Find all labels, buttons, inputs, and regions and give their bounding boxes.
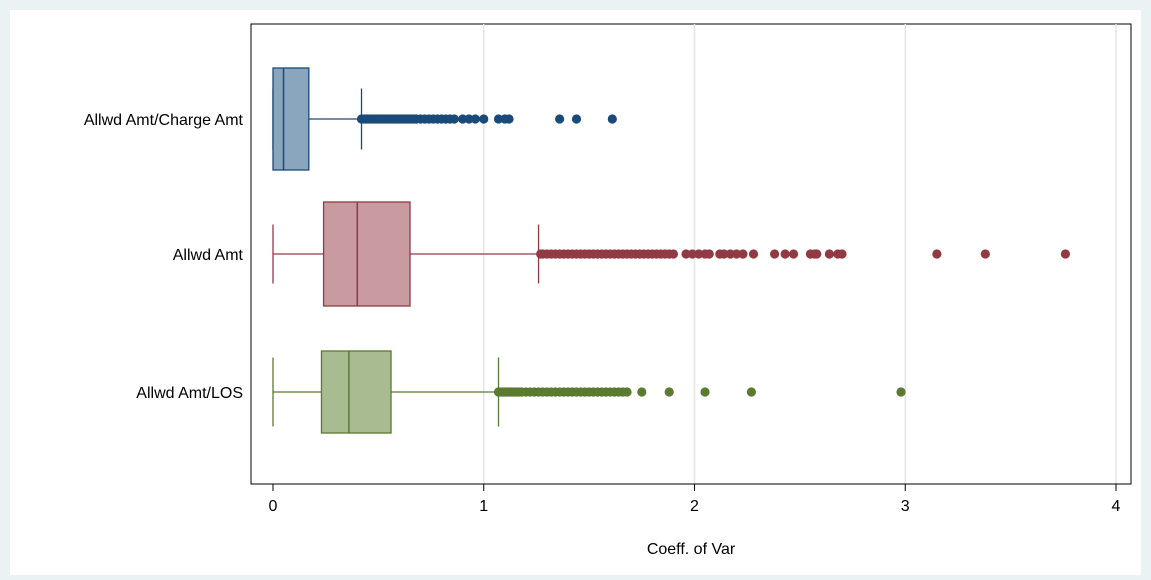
outlier-point <box>607 114 617 124</box>
boxes-group <box>272 67 1071 434</box>
x-tick-label: 3 <box>901 498 910 515</box>
outlier-point <box>571 114 582 124</box>
outlier-point <box>664 387 674 397</box>
x-tick-label: 4 <box>1112 498 1121 515</box>
category-label: Allwd Amt/LOS <box>136 385 243 402</box>
box-group <box>272 201 1071 307</box>
outlier-point <box>980 249 990 259</box>
x-tick-label: 2 <box>690 498 699 515</box>
outlier-point <box>1060 249 1071 259</box>
outlier-point <box>637 387 647 397</box>
outlier-point <box>464 114 474 124</box>
outlier-point <box>470 114 480 124</box>
x-tick-label: 1 <box>479 498 488 515</box>
outlier-point <box>725 249 735 259</box>
outlier-point <box>700 387 710 397</box>
outlier-point <box>896 387 906 397</box>
x-tick-label: 0 <box>269 498 278 515</box>
outlier-point <box>668 249 679 259</box>
outlier-point <box>479 114 489 124</box>
x-axis-title: Coeff. of Var <box>647 541 736 558</box>
outlier-point <box>504 114 514 124</box>
outlier-point <box>694 249 704 259</box>
outlier-point <box>837 249 847 259</box>
iqr-box <box>272 67 310 171</box>
outlier-point <box>824 249 834 259</box>
outlier-point <box>812 249 822 259</box>
category-labels: Allwd Amt/Charge Amt Allwd Amt Allwd Amt/L… <box>84 112 244 402</box>
outlier-point <box>681 249 691 259</box>
outlier-point <box>746 387 757 397</box>
category-label: Allwd Amt <box>173 247 244 264</box>
outlier-point <box>732 249 742 259</box>
outlier-point <box>780 249 790 259</box>
outlier-point <box>788 249 799 259</box>
box-group <box>272 350 906 434</box>
iqr-box <box>322 201 411 307</box>
outlier-point <box>555 114 565 124</box>
outlier-point <box>458 114 468 124</box>
box-group <box>272 67 617 171</box>
outlier-point <box>719 249 729 259</box>
x-axis: 0 1 2 3 4 <box>251 483 1131 515</box>
iqr-box <box>320 350 392 434</box>
outlier-point <box>622 387 632 397</box>
outlier-point <box>932 249 942 259</box>
outlier-point <box>769 249 780 259</box>
category-label: Allwd Amt/Charge Amt <box>84 112 244 129</box>
outlier-point <box>493 114 504 124</box>
outlier-point <box>738 249 748 259</box>
outlier-point <box>449 114 459 124</box>
outlier-point <box>748 249 759 259</box>
outlier-point <box>704 249 714 259</box>
outlier-point <box>687 249 697 259</box>
